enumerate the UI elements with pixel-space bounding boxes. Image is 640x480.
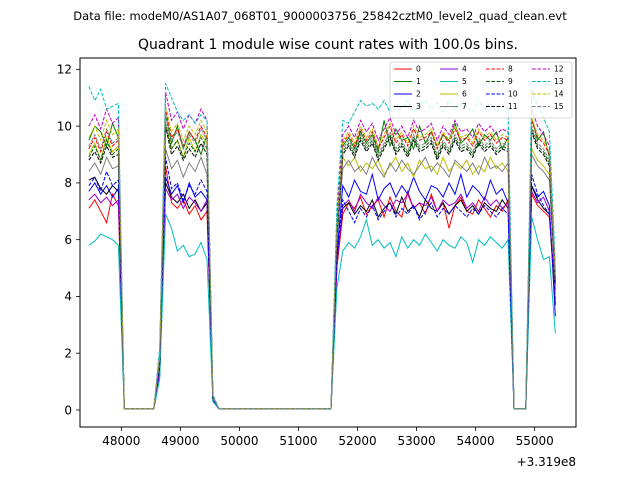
x-tick-label: 55000 <box>516 434 554 448</box>
series-line-15 <box>88 114 556 410</box>
series-lines <box>88 83 556 410</box>
legend-label-7: 7 <box>462 102 467 111</box>
y-tick-label: 2 <box>64 347 72 361</box>
legend-label-4: 4 <box>462 65 467 74</box>
legend-label-14: 14 <box>554 90 564 99</box>
legend-label-12: 12 <box>554 65 564 74</box>
y-tick-label: 10 <box>57 119 72 133</box>
legend-label-5: 5 <box>462 77 467 86</box>
y-tick-label: 12 <box>57 63 72 77</box>
legend-label-2: 2 <box>416 90 421 99</box>
legend-label-8: 8 <box>508 65 513 74</box>
x-axis-offset-label: +3.319e8 <box>517 455 576 469</box>
legend-label-11: 11 <box>508 102 518 111</box>
legend-label-13: 13 <box>554 77 564 86</box>
legend-label-3: 3 <box>416 102 421 111</box>
legend-label-6: 6 <box>462 90 467 99</box>
x-tick-label: 54000 <box>457 434 495 448</box>
y-tick-label: 8 <box>64 176 72 190</box>
x-tick-label: 50000 <box>220 434 258 448</box>
x-tick-label: 49000 <box>161 434 199 448</box>
y-tick-label: 6 <box>64 233 72 247</box>
legend-label-10: 10 <box>508 90 518 99</box>
x-tick-label: 48000 <box>102 434 140 448</box>
legend-label-1: 1 <box>416 77 421 86</box>
x-tick-label: 52000 <box>338 434 376 448</box>
legend-label-0: 0 <box>416 65 421 74</box>
chart-title: Quadrant 1 module wise count rates with … <box>138 37 518 53</box>
x-tick-label: 51000 <box>279 434 317 448</box>
axis-ticks: 48000 49000 50000 51000 52000 53000 54000 55000… <box>57 63 554 448</box>
y-tick-label: 0 <box>64 403 72 417</box>
legend-label-15: 15 <box>554 102 564 111</box>
x-tick-label: 53000 <box>397 434 435 448</box>
plot-area <box>88 83 556 410</box>
axes-frame <box>79 57 577 428</box>
legend-label-9: 9 <box>508 77 513 86</box>
y-tick-label: 4 <box>64 290 72 304</box>
figure-suptitle: Data file: modeM0/AS1A07_068T01_90000037… <box>73 9 567 23</box>
legend-box <box>389 61 573 119</box>
series-line-14 <box>88 106 556 410</box>
